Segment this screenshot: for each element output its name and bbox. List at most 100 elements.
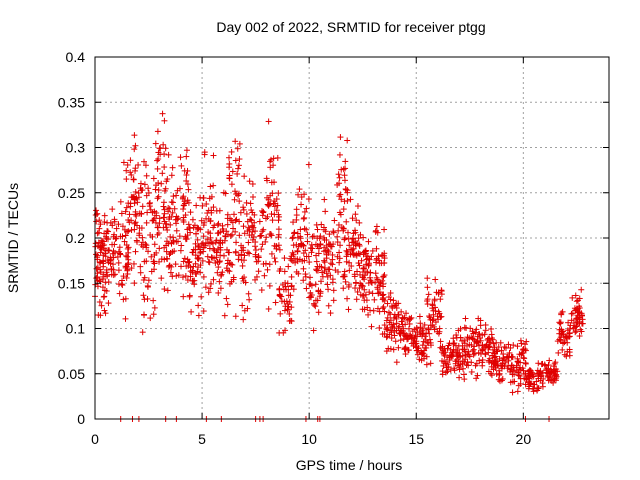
data-point — [457, 334, 464, 341]
data-point — [413, 347, 420, 354]
data-point — [184, 197, 191, 204]
data-point — [266, 282, 273, 289]
data-point — [262, 238, 269, 245]
data-point — [121, 226, 128, 233]
data-point — [482, 351, 489, 358]
data-point — [305, 161, 312, 168]
data-point — [344, 251, 351, 258]
data-point — [293, 212, 300, 219]
data-point — [317, 241, 324, 248]
data-point — [568, 310, 575, 317]
data-point — [232, 313, 239, 320]
data-point — [264, 177, 271, 184]
data-point — [375, 290, 382, 297]
data-point — [423, 353, 430, 360]
data-point — [187, 209, 194, 216]
data-point — [479, 341, 486, 348]
data-point — [557, 337, 564, 344]
data-point — [297, 235, 304, 242]
data-point — [548, 368, 555, 375]
data-point — [347, 246, 354, 253]
data-point — [418, 350, 425, 357]
data-point — [189, 277, 196, 284]
data-point — [98, 246, 105, 253]
data-point — [200, 273, 207, 280]
data-point — [322, 208, 329, 215]
data-point — [185, 199, 192, 206]
data-point — [574, 305, 581, 312]
data-point — [277, 310, 284, 317]
data-point — [182, 234, 189, 241]
data-point — [307, 274, 314, 281]
data-point — [343, 218, 350, 225]
data-point — [177, 154, 184, 161]
data-point — [380, 283, 387, 290]
data-point — [147, 206, 154, 213]
data-point — [347, 196, 354, 203]
data-point — [93, 265, 100, 272]
data-point — [365, 238, 372, 245]
data-point — [276, 285, 283, 292]
data-point — [376, 308, 383, 315]
data-point — [195, 242, 202, 249]
data-point — [214, 258, 221, 265]
data-point — [215, 289, 222, 296]
data-point — [131, 146, 138, 153]
data-point — [184, 277, 191, 284]
data-point — [439, 368, 446, 375]
data-point — [224, 301, 231, 308]
data-point — [308, 282, 315, 289]
data-point — [150, 311, 157, 318]
data-point — [507, 366, 514, 373]
data-point — [439, 343, 446, 350]
data-point — [247, 200, 254, 207]
data-point — [162, 145, 169, 152]
data-point — [210, 152, 217, 159]
data-point — [576, 318, 583, 325]
data-point — [427, 360, 434, 367]
data-point — [131, 132, 138, 139]
data-point — [228, 181, 235, 188]
data-point — [150, 175, 157, 182]
data-point — [359, 292, 366, 299]
data-point — [226, 154, 233, 161]
data-point — [341, 198, 348, 205]
data-point — [399, 321, 406, 328]
data-point — [291, 229, 298, 236]
data-point — [379, 305, 386, 312]
data-point — [233, 239, 240, 246]
data-point — [558, 331, 565, 338]
data-point — [101, 307, 108, 314]
data-point — [349, 250, 356, 257]
data-point — [317, 288, 324, 295]
data-point — [277, 266, 284, 273]
data-point — [140, 276, 147, 283]
data-point — [230, 276, 237, 283]
data-point — [229, 231, 236, 238]
data-point — [125, 256, 132, 263]
data-point — [498, 347, 505, 354]
data-point — [297, 226, 304, 233]
data-point — [273, 207, 280, 214]
data-point — [192, 252, 199, 259]
data-point — [462, 315, 469, 322]
data-point — [364, 304, 371, 311]
data-point — [431, 297, 438, 304]
data-point — [182, 273, 189, 280]
data-point — [275, 234, 282, 241]
data-point — [235, 190, 242, 197]
data-point — [356, 219, 363, 226]
data-point — [395, 344, 402, 351]
data-point — [268, 156, 275, 163]
data-point — [383, 326, 390, 333]
data-point — [272, 243, 279, 250]
data-point — [370, 307, 377, 314]
y-tick-label: 0.4 — [66, 49, 86, 65]
data-point — [154, 224, 161, 231]
data-point — [275, 217, 282, 224]
data-point — [373, 245, 380, 252]
data-point — [388, 335, 395, 342]
data-point — [473, 326, 480, 333]
data-point — [128, 172, 135, 179]
data-point — [189, 216, 196, 223]
